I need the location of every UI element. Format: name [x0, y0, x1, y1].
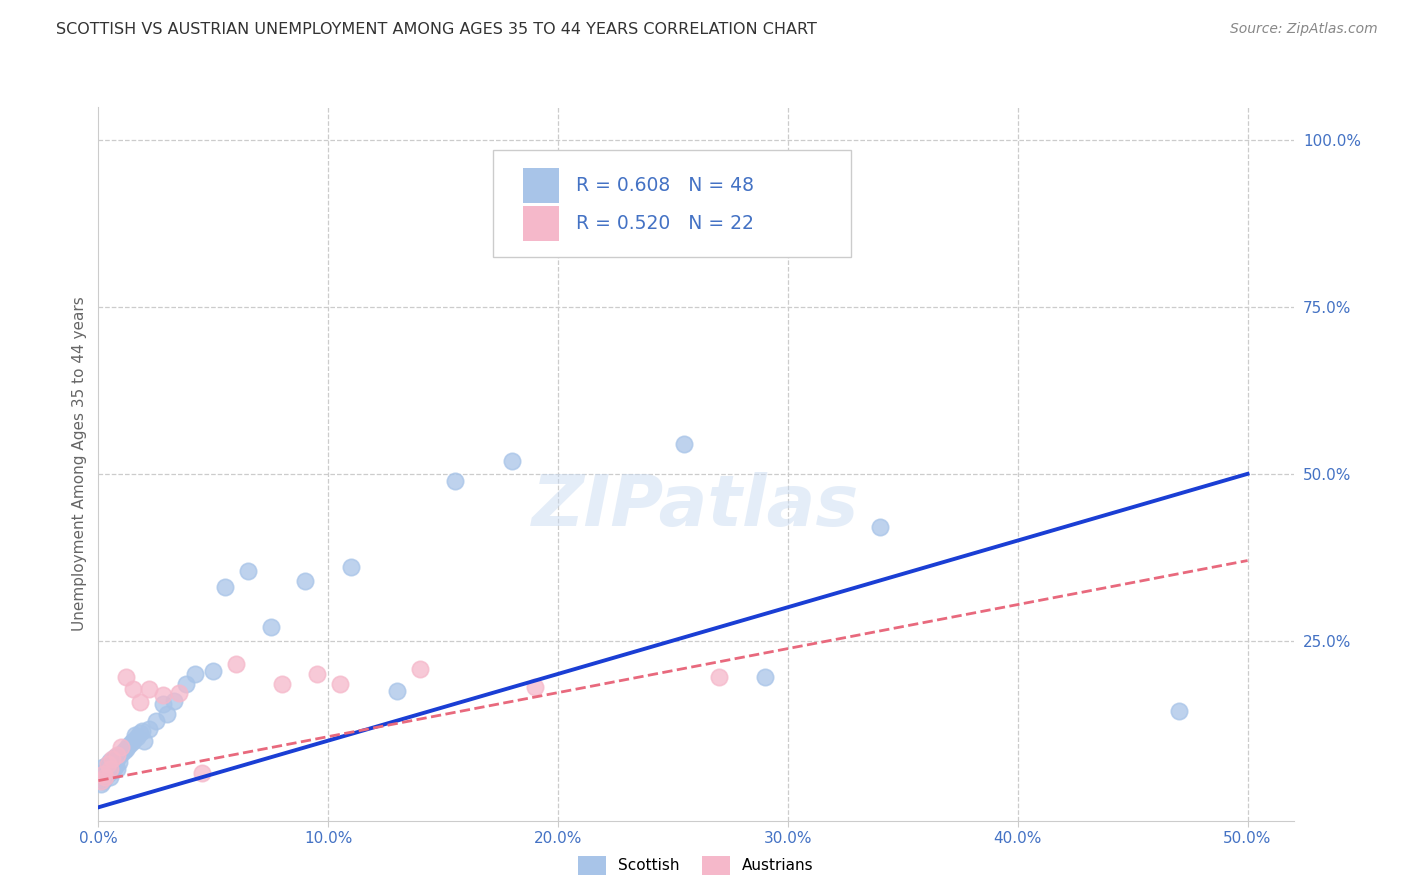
Point [110, 747, 132, 761]
Text: R = 0.608   N = 48: R = 0.608 N = 48 [576, 176, 755, 195]
Point [110, 740, 132, 755]
Point [108, 755, 131, 769]
Point [225, 657, 247, 671]
Point [134, 733, 156, 747]
Point [101, 752, 124, 766]
Point [1167, 704, 1189, 718]
Point [202, 664, 225, 678]
Point [98, 770, 121, 784]
FancyBboxPatch shape [523, 168, 558, 203]
Point [90, 773, 112, 788]
Point [105, 762, 128, 776]
Point [115, 670, 138, 684]
Text: SCOTTISH VS AUSTRIAN UNEMPLOYMENT AMONG AGES 35 TO 44 YEARS CORRELATION CHART: SCOTTISH VS AUSTRIAN UNEMPLOYMENT AMONG … [56, 22, 817, 37]
Point [707, 670, 730, 684]
Point [271, 677, 294, 691]
Point [329, 677, 352, 691]
Point [260, 620, 283, 634]
Point [443, 474, 465, 488]
Point [97, 767, 120, 781]
Point [191, 765, 214, 780]
Point [673, 437, 696, 451]
Point [117, 739, 139, 753]
Point [214, 580, 236, 594]
Point [97, 756, 120, 771]
Point [409, 662, 432, 676]
Legend: Scottish, Austrians: Scottish, Austrians [572, 850, 820, 880]
Point [174, 677, 197, 691]
Point [98, 754, 121, 768]
Y-axis label: Unemployment Among Ages 35 to 44 years: Unemployment Among Ages 35 to 44 years [72, 296, 87, 632]
Point [101, 756, 124, 771]
Point [305, 667, 328, 681]
Point [145, 714, 167, 728]
Point [152, 688, 174, 702]
Point [90, 777, 112, 791]
Point [94, 764, 117, 778]
Point [138, 681, 160, 696]
Point [97, 756, 120, 771]
Point [94, 770, 117, 784]
Point [869, 520, 891, 534]
Point [128, 695, 150, 709]
Point [163, 693, 186, 707]
Text: R = 0.520   N = 22: R = 0.520 N = 22 [576, 214, 755, 233]
Point [152, 697, 174, 711]
Point [340, 560, 363, 574]
Point [90, 767, 112, 781]
Point [91, 773, 114, 788]
Point [138, 722, 160, 736]
Point [385, 683, 409, 698]
Point [294, 574, 316, 588]
Point [122, 681, 145, 696]
FancyBboxPatch shape [494, 150, 852, 257]
Point [167, 685, 190, 699]
Point [94, 770, 117, 784]
Point [91, 767, 114, 781]
Point [112, 743, 135, 757]
Point [91, 760, 114, 774]
Point [524, 680, 547, 694]
Text: Source: ZipAtlas.com: Source: ZipAtlas.com [1230, 22, 1378, 37]
Point [122, 733, 145, 747]
Point [754, 670, 776, 684]
Point [128, 725, 150, 739]
Point [120, 736, 142, 750]
Point [98, 762, 121, 776]
Point [131, 723, 153, 738]
Point [127, 731, 149, 745]
Point [184, 667, 207, 681]
Point [156, 706, 179, 721]
Point [501, 453, 523, 467]
Point [101, 764, 124, 778]
Point [105, 748, 128, 763]
Point [236, 564, 259, 578]
Point [115, 741, 138, 756]
Point [103, 760, 125, 774]
Point [105, 752, 128, 766]
Text: ZIPatlas: ZIPatlas [533, 472, 859, 541]
FancyBboxPatch shape [523, 205, 558, 241]
Point [103, 750, 125, 764]
Point [124, 728, 146, 742]
